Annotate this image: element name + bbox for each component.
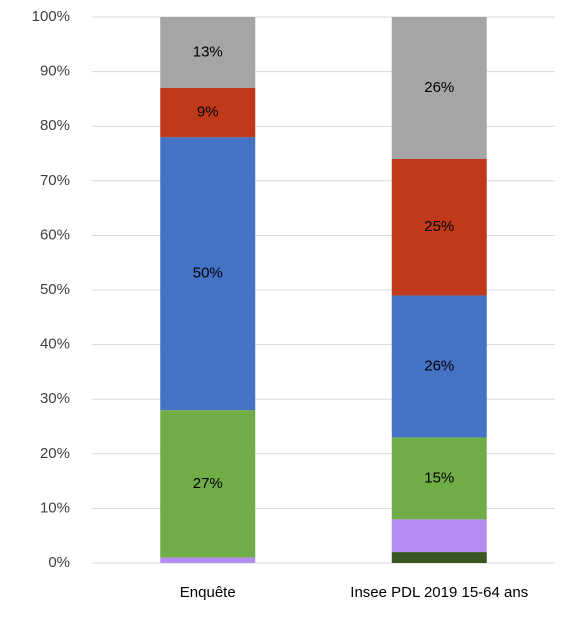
bar-segment (391, 158, 487, 296)
y-tick-label: 20% (40, 445, 70, 462)
y-tick-label: 0% (48, 554, 70, 571)
bar-segment (160, 17, 256, 88)
bar-segment (160, 137, 256, 411)
x-tick-label: Enquête (179, 584, 236, 601)
data-label: 9% (197, 104, 219, 121)
data-label: 26% (424, 357, 454, 374)
y-tick-label: 10% (40, 499, 70, 516)
bar-segment (160, 87, 256, 138)
y-tick-label: 60% (40, 226, 70, 243)
y-tick-label: 30% (40, 390, 70, 407)
y-tick-label: 50% (40, 281, 70, 298)
data-label: 13% (193, 43, 223, 60)
y-tick-label: 100% (32, 8, 70, 25)
y-tick-label: 70% (40, 172, 70, 189)
data-label: 50% (193, 265, 223, 282)
bar-segment (160, 410, 256, 558)
bar-segment (391, 295, 487, 438)
bar-segment (391, 437, 487, 520)
bar-segment (160, 557, 256, 563)
bar-segment (391, 519, 487, 553)
data-label: 15% (424, 469, 454, 486)
data-label: 27% (193, 475, 223, 492)
bar-segment (391, 17, 487, 159)
y-tick-label: 90% (40, 63, 70, 80)
data-label: 25% (424, 218, 454, 235)
bar-segment (391, 552, 487, 563)
data-label: 26% (424, 79, 454, 96)
y-tick-label: 80% (40, 117, 70, 134)
x-tick-label: Insee PDL 2019 15-64 ans (350, 584, 529, 601)
y-tick-label: 40% (40, 336, 70, 353)
